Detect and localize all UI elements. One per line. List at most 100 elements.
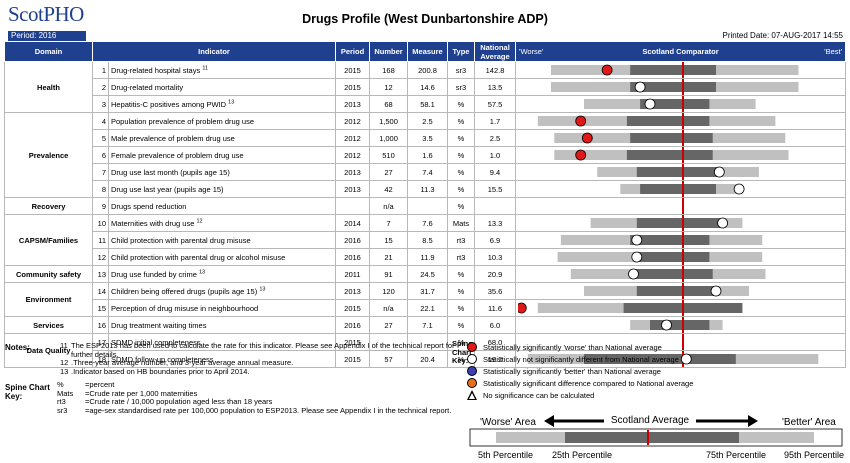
type-cell: % xyxy=(447,146,476,164)
number-cell: 15 xyxy=(369,231,409,249)
spine-cell xyxy=(515,231,847,249)
col-indicator: Indicator xyxy=(91,41,337,62)
measure-cell: 200.8 xyxy=(407,61,449,79)
national-average-cell xyxy=(474,197,517,215)
worse-dot-icon xyxy=(467,342,477,352)
domain-cell: Prevalence xyxy=(4,112,93,198)
spine-marker xyxy=(717,217,729,229)
col-period: Period xyxy=(335,41,371,62)
measure-cell: 24.5 xyxy=(407,265,449,283)
measure-cell: 58.1 xyxy=(407,95,449,113)
spine-marker xyxy=(631,234,643,246)
spine-interquartile-range xyxy=(584,354,736,364)
national-average-cell: 13.3 xyxy=(474,214,517,232)
indicator-number: 3 xyxy=(92,95,109,113)
number-cell: 12 xyxy=(369,78,409,96)
spine-cell xyxy=(515,78,847,96)
national-average-cell: 10.3 xyxy=(474,248,517,266)
legend-p95: 95th Percentile xyxy=(784,450,844,460)
table-row: 15 Perception of drug misuse in neighbour… xyxy=(5,299,847,317)
spine-marker xyxy=(518,302,527,314)
type-cell: sr3 xyxy=(447,78,476,96)
indicator-name: Drugs spend reduction xyxy=(107,197,337,215)
legend-p5: 5th Percentile xyxy=(478,450,533,460)
spine-interquartile-range xyxy=(633,269,713,279)
spine-chart xyxy=(527,351,819,367)
number-cell: 1,500 xyxy=(369,112,409,130)
table-row: Prevalence 4 Population prevalence of prob… xyxy=(4,112,847,198)
spine-chart xyxy=(554,130,786,146)
spine-cell xyxy=(515,248,847,266)
domain-cell: Environment xyxy=(4,282,93,317)
indicator-name: SDMD follow-up completeness xyxy=(107,350,337,368)
table-row: 6 Female prevalence of problem drug use 20… xyxy=(5,146,847,164)
spine-chart xyxy=(584,96,756,112)
period-cell: 2016 xyxy=(335,316,371,334)
profile-table: Domain Indicator Period Number Measure T… xyxy=(4,41,847,368)
spine-chart xyxy=(682,334,685,350)
spine-interquartile-range xyxy=(636,286,717,296)
spine-chart xyxy=(537,113,776,129)
spine-cell xyxy=(515,197,847,215)
measure-cell: 7.4 xyxy=(407,163,449,181)
comparator-label: Scotland Comparator xyxy=(642,47,719,56)
spine-marker xyxy=(581,132,593,144)
col-number: Number xyxy=(369,41,409,62)
spine-chart xyxy=(518,300,743,316)
national-average-cell: 20.9 xyxy=(474,265,517,283)
note-item: 12 .Three-year average number, and 3-year… xyxy=(60,358,294,367)
indicator-name: Hepatitis-C positives among PWID 13 xyxy=(107,95,337,113)
spine-chart xyxy=(551,62,799,78)
table-row: Environment 14 Children being offered drug… xyxy=(4,282,847,317)
national-average-cell: 9.4 xyxy=(474,163,517,181)
col-domain: Domain xyxy=(4,41,93,62)
logo-text: ScotPHO xyxy=(8,2,84,26)
spine-legend: 'Worse' Area Scotland Average 'Better' A… xyxy=(469,415,844,460)
national-average-cell: 2.5 xyxy=(474,129,517,147)
national-average-cell: 1.7 xyxy=(474,112,517,130)
table-row: Community safety 13 Drug use funded by cri… xyxy=(4,265,847,283)
spine-marker xyxy=(601,64,613,76)
indicator-number: 12 xyxy=(92,248,109,266)
col-type: Type xyxy=(447,41,476,62)
spine-cell xyxy=(515,316,847,334)
key-item: % =percent xyxy=(57,380,115,389)
logo-period: Period: 2016 xyxy=(8,31,86,41)
spine-cell xyxy=(515,129,847,147)
number-cell: 120 xyxy=(369,282,409,300)
legend-dark-bar xyxy=(565,432,739,443)
spine-chart xyxy=(551,79,799,95)
national-average-cell: 57.5 xyxy=(474,95,517,113)
table-row: 7 Drug use last month (pupils age 15) 2013… xyxy=(5,163,847,181)
period-cell xyxy=(335,197,371,215)
table-row: 8 Drug use last year (pupils age 15) 2013 4… xyxy=(5,180,847,198)
comparison-key: Statistically significantly 'worse' than… xyxy=(467,341,693,401)
period-cell: 2013 xyxy=(335,282,371,300)
indicator-name: Drug-related mortality xyxy=(107,78,337,96)
indicator-number: 6 xyxy=(92,146,109,164)
triangle-icon xyxy=(467,390,477,400)
col-national-average: National Average xyxy=(474,41,517,62)
type-cell: % xyxy=(447,299,476,317)
key-worse: Statistically significantly 'worse' than… xyxy=(467,341,693,353)
spine-chart xyxy=(620,181,745,197)
national-average-cell: 35.6 xyxy=(474,282,517,300)
spine-chart xyxy=(590,215,743,231)
table-row: 18 SDMD follow-up completeness 2015 57 20.4%… xyxy=(5,350,847,368)
number-cell: 68 xyxy=(369,95,409,113)
national-average-cell: 1.0 xyxy=(474,146,517,164)
spine-marker xyxy=(575,149,587,161)
table-row: 3 Hepatitis-C positives among PWID 13 2013… xyxy=(5,95,847,113)
table-row: Recovery 9 Drugs spend reduction n/a% xyxy=(4,197,847,215)
spine-cell xyxy=(515,61,847,79)
period-cell: 2012 xyxy=(335,129,371,147)
period-cell: 2014 xyxy=(335,214,371,232)
spine-marker xyxy=(710,285,722,297)
period-cell: 2013 xyxy=(335,163,371,181)
period-cell: 2015 xyxy=(335,78,371,96)
spine-interquartile-range xyxy=(626,116,710,126)
spine-chart xyxy=(554,147,789,163)
indicator-note: 13 xyxy=(228,99,235,105)
indicator-name: Drug use last month (pupils age 15) xyxy=(107,163,337,181)
legend-scotland-average: Scotland Average xyxy=(611,415,690,426)
